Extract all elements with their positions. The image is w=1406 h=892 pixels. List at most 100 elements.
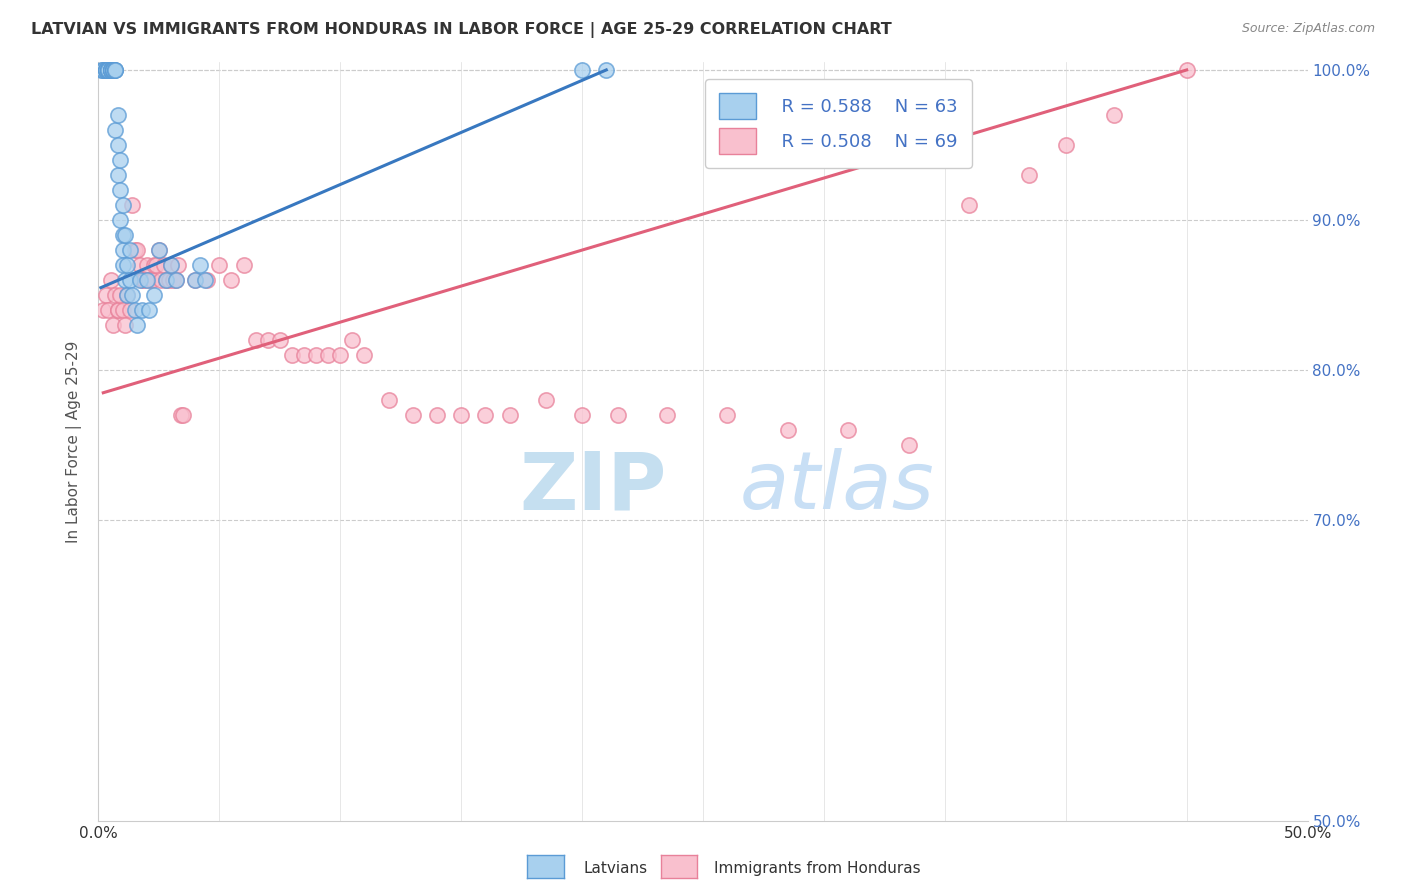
Point xyxy=(184,273,207,287)
Point xyxy=(138,303,160,318)
Point xyxy=(776,423,799,437)
Point xyxy=(108,213,131,227)
Point xyxy=(97,62,120,77)
Point xyxy=(377,393,399,408)
Point xyxy=(316,348,339,362)
Point xyxy=(145,258,167,272)
Point xyxy=(114,273,136,287)
Point xyxy=(474,409,496,423)
Point xyxy=(111,303,134,318)
Point xyxy=(124,243,146,257)
Point xyxy=(128,273,150,287)
Point xyxy=(114,228,136,243)
Point xyxy=(107,303,129,318)
Point xyxy=(94,62,117,77)
Point xyxy=(152,258,174,272)
Point xyxy=(97,62,120,77)
Point xyxy=(245,333,267,347)
Point xyxy=(97,62,120,77)
Point xyxy=(143,258,166,272)
Point xyxy=(111,258,134,272)
Point xyxy=(127,318,149,333)
Point xyxy=(426,409,449,423)
Point xyxy=(94,62,117,77)
Point xyxy=(124,303,146,318)
Text: ZIP: ZIP xyxy=(519,448,666,526)
Point xyxy=(107,168,129,182)
Point xyxy=(127,243,149,257)
Point xyxy=(97,62,120,77)
Point xyxy=(111,198,134,212)
Point xyxy=(134,273,156,287)
Text: Immigrants from Honduras: Immigrants from Honduras xyxy=(714,861,921,876)
Point xyxy=(269,333,291,347)
Point xyxy=(165,273,187,287)
Point xyxy=(292,348,315,362)
Point xyxy=(131,303,153,318)
Point xyxy=(188,258,211,272)
Point xyxy=(100,62,122,77)
Point xyxy=(100,62,122,77)
Point xyxy=(194,273,217,287)
Point xyxy=(97,62,120,77)
Point xyxy=(716,409,738,423)
Point xyxy=(111,243,134,257)
Point xyxy=(100,62,122,77)
Point xyxy=(157,273,180,287)
Point xyxy=(155,273,177,287)
Point xyxy=(221,273,243,287)
Point xyxy=(101,62,124,77)
Point xyxy=(94,62,117,77)
Point xyxy=(100,62,122,77)
Point xyxy=(329,348,352,362)
Point xyxy=(305,348,328,362)
Point xyxy=(94,288,117,302)
Point xyxy=(117,288,139,302)
Point xyxy=(155,273,177,287)
Y-axis label: In Labor Force | Age 25-29: In Labor Force | Age 25-29 xyxy=(66,341,83,542)
Point xyxy=(104,123,127,137)
Point xyxy=(256,333,278,347)
Point xyxy=(141,273,163,287)
Point xyxy=(121,198,143,212)
Point xyxy=(1018,168,1040,182)
Point xyxy=(195,273,218,287)
Point xyxy=(100,273,122,287)
Point xyxy=(148,243,170,257)
Point xyxy=(90,62,112,77)
Point xyxy=(118,303,141,318)
Point xyxy=(571,409,593,423)
Point xyxy=(135,273,157,287)
Point xyxy=(160,258,183,272)
Point xyxy=(232,258,254,272)
Text: Source: ZipAtlas.com: Source: ZipAtlas.com xyxy=(1241,22,1375,36)
Point xyxy=(498,409,520,423)
Point xyxy=(111,228,134,243)
Point xyxy=(353,348,375,362)
Point xyxy=(108,183,131,197)
Point xyxy=(101,62,124,77)
Point xyxy=(118,273,141,287)
Point xyxy=(108,288,131,302)
Point xyxy=(534,393,557,408)
Point xyxy=(1102,108,1125,122)
Point xyxy=(138,273,160,287)
Point xyxy=(128,258,150,272)
Point xyxy=(100,62,122,77)
Text: LATVIAN VS IMMIGRANTS FROM HONDURAS IN LABOR FORCE | AGE 25-29 CORRELATION CHART: LATVIAN VS IMMIGRANTS FROM HONDURAS IN L… xyxy=(31,22,891,38)
Point xyxy=(104,288,127,302)
Point xyxy=(607,409,630,423)
Point xyxy=(100,62,122,77)
Point xyxy=(208,258,231,272)
Point xyxy=(402,409,425,423)
Point xyxy=(1175,62,1198,77)
Point xyxy=(162,273,184,287)
Point xyxy=(957,198,980,212)
Point xyxy=(131,273,153,287)
Text: atlas: atlas xyxy=(740,448,934,526)
Point xyxy=(97,62,120,77)
Point xyxy=(571,62,593,77)
Point xyxy=(100,62,122,77)
Point xyxy=(184,273,207,287)
Point xyxy=(104,62,127,77)
